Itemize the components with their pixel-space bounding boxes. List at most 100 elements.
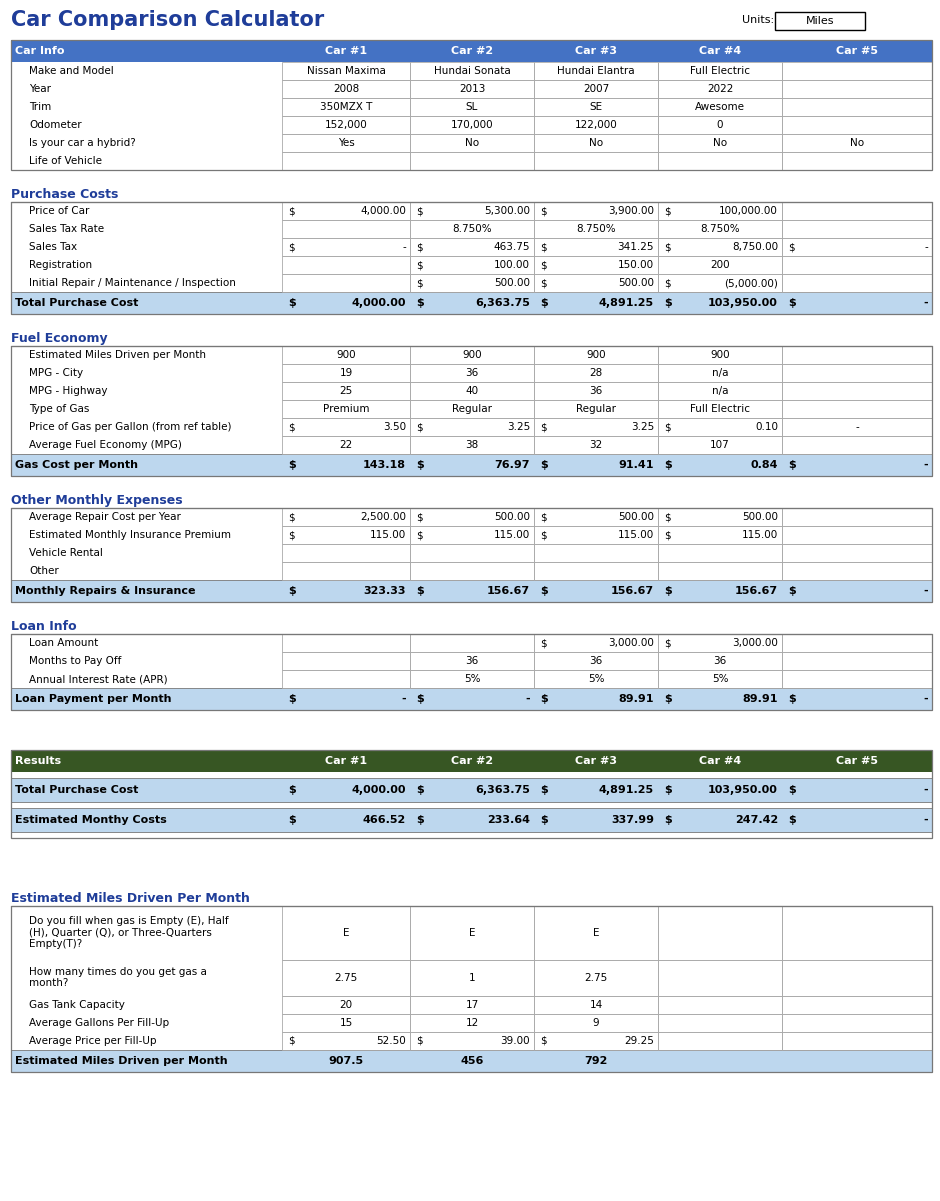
Text: $: $ — [788, 814, 796, 825]
Text: 2.75: 2.75 — [585, 973, 607, 982]
Text: 122,000: 122,000 — [574, 120, 618, 130]
Text: 156.67: 156.67 — [735, 586, 778, 596]
Text: $: $ — [540, 1035, 547, 1046]
Text: $: $ — [288, 460, 296, 470]
Text: Estimated Monthly Insurance Premium: Estimated Monthly Insurance Premium — [29, 530, 231, 540]
Text: Monthly Repairs & Insurance: Monthly Repairs & Insurance — [15, 586, 196, 596]
Bar — [534, 256, 658, 274]
Text: Registration: Registration — [29, 259, 92, 270]
Bar — [658, 652, 782, 670]
Text: 2.75: 2.75 — [335, 973, 357, 982]
Bar — [11, 807, 932, 831]
Bar — [534, 436, 658, 454]
Text: $: $ — [788, 784, 796, 795]
Text: Estimated Miles Driven Per Month: Estimated Miles Driven Per Month — [11, 891, 250, 904]
Text: 907.5: 907.5 — [328, 1056, 364, 1065]
Text: $: $ — [664, 512, 670, 522]
Text: Estimated Monthy Costs: Estimated Monthy Costs — [15, 814, 166, 825]
Bar — [410, 80, 534, 98]
Bar — [534, 202, 658, 220]
Text: Car #3: Car #3 — [575, 46, 617, 56]
Bar — [282, 202, 410, 220]
Text: Estimated Miles Driven per Month: Estimated Miles Driven per Month — [15, 1056, 227, 1065]
Bar — [782, 418, 932, 436]
Text: Premium: Premium — [322, 404, 369, 414]
Text: Gas Cost per Month: Gas Cost per Month — [15, 460, 138, 470]
Text: Vehicle Rental: Vehicle Rental — [29, 548, 102, 558]
Text: $: $ — [788, 694, 796, 704]
Text: 28: 28 — [589, 368, 603, 378]
Bar — [534, 220, 658, 238]
Bar — [658, 62, 782, 80]
Text: Nissan Maxima: Nissan Maxima — [306, 66, 385, 76]
Text: $: $ — [416, 694, 424, 704]
Text: 115.00: 115.00 — [494, 530, 530, 540]
Text: 792: 792 — [585, 1056, 607, 1065]
Text: Year: Year — [29, 84, 51, 94]
Bar — [534, 670, 658, 688]
Bar — [410, 906, 534, 960]
Text: Average Fuel Economy (MPG): Average Fuel Economy (MPG) — [29, 440, 181, 450]
Bar — [658, 670, 782, 688]
Text: 4,891.25: 4,891.25 — [599, 784, 654, 795]
Text: $: $ — [540, 241, 547, 252]
Text: 36: 36 — [589, 386, 603, 396]
Text: Miles: Miles — [806, 16, 835, 26]
Text: $: $ — [664, 530, 670, 540]
Bar — [11, 508, 932, 602]
Text: No: No — [465, 138, 479, 148]
Bar — [282, 256, 410, 274]
Bar — [11, 1050, 932, 1071]
Text: -: - — [924, 241, 928, 252]
Text: 100.00: 100.00 — [494, 259, 530, 270]
Text: 6,363.75: 6,363.75 — [475, 298, 530, 307]
Bar — [282, 135, 410, 153]
Bar — [410, 62, 534, 80]
Bar — [282, 634, 410, 652]
Bar — [534, 62, 658, 80]
Text: 170,000: 170,000 — [450, 120, 494, 130]
Text: $: $ — [540, 586, 548, 596]
Text: 323.33: 323.33 — [364, 586, 406, 596]
Text: 115.00: 115.00 — [618, 530, 654, 540]
Text: Hundai Elantra: Hundai Elantra — [557, 66, 634, 76]
Text: 2008: 2008 — [333, 84, 359, 94]
Text: 4,000.00: 4,000.00 — [352, 784, 406, 795]
Bar — [782, 80, 932, 98]
Bar — [782, 220, 932, 238]
Text: Average Repair Cost per Year: Average Repair Cost per Year — [29, 512, 180, 522]
Bar — [658, 562, 782, 580]
Text: $: $ — [416, 784, 424, 795]
Bar — [11, 454, 932, 476]
Text: 150.00: 150.00 — [618, 259, 654, 270]
Text: 8.750%: 8.750% — [452, 225, 492, 234]
Text: Average Gallons Per Fill-Up: Average Gallons Per Fill-Up — [29, 1017, 169, 1028]
Bar — [782, 382, 932, 400]
Text: 156.67: 156.67 — [611, 586, 654, 596]
Text: 19: 19 — [339, 368, 352, 378]
Bar — [534, 238, 658, 256]
Text: Total Purchase Cost: Total Purchase Cost — [15, 784, 138, 795]
Text: 20: 20 — [339, 999, 352, 1010]
Text: Annual Interest Rate (APR): Annual Interest Rate (APR) — [29, 674, 167, 685]
Text: -: - — [401, 694, 406, 704]
Text: 40: 40 — [465, 386, 478, 396]
Text: 36: 36 — [713, 656, 727, 667]
Bar — [658, 364, 782, 382]
Text: Results: Results — [15, 755, 61, 765]
Text: $: $ — [664, 207, 670, 216]
Text: 143.18: 143.18 — [363, 460, 406, 470]
Text: $: $ — [540, 814, 548, 825]
Text: 463.75: 463.75 — [494, 241, 530, 252]
Text: (5,000.00): (5,000.00) — [724, 277, 778, 288]
Bar — [534, 346, 658, 364]
Bar — [534, 544, 658, 562]
Text: 115.00: 115.00 — [369, 530, 406, 540]
Text: $: $ — [540, 298, 548, 307]
Bar — [782, 202, 932, 220]
Text: 29.25: 29.25 — [624, 1035, 654, 1046]
Text: Sales Tax Rate: Sales Tax Rate — [29, 225, 104, 234]
Bar — [282, 382, 410, 400]
Bar — [658, 436, 782, 454]
Text: 5%: 5% — [588, 674, 604, 685]
